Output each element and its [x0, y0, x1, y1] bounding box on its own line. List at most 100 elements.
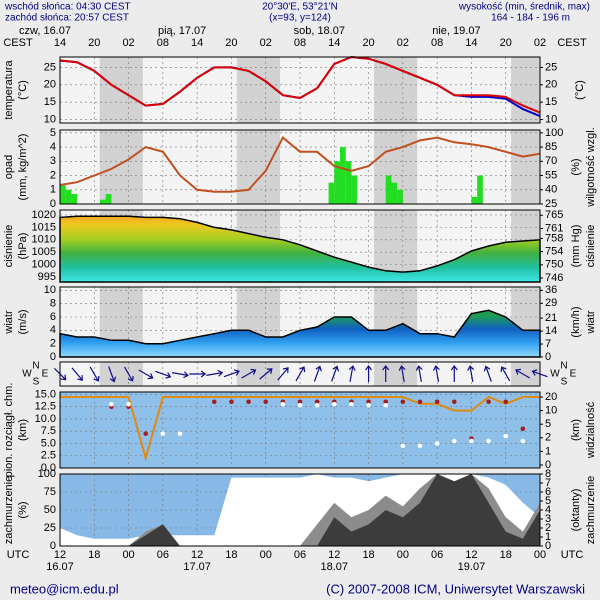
- cest-tick-label: 20: [88, 37, 100, 49]
- y-axis-unit: (hPa): [17, 233, 29, 260]
- wind-arrow: [108, 366, 117, 383]
- y-tick-label: 10: [44, 284, 56, 296]
- y-tick-label: 1010: [32, 234, 56, 246]
- cest-tick-label: 02: [260, 37, 272, 49]
- y2-tick-label: 10: [545, 113, 557, 125]
- y-tick-label: 4: [50, 324, 56, 336]
- compass-letter: N: [32, 361, 39, 372]
- y2-tick-label: 7: [545, 338, 551, 350]
- y2-tick-label: 21: [545, 312, 557, 324]
- dot: [160, 431, 166, 436]
- cest-tick-label: 08: [294, 37, 306, 49]
- y-axis-unit: (%): [17, 501, 29, 518]
- y-tick-label: 10: [44, 113, 56, 125]
- bar: [328, 182, 335, 204]
- cest-tick-label: 08: [431, 37, 443, 49]
- bar: [477, 175, 483, 204]
- line: [59, 55, 541, 114]
- wind-arrow: [189, 370, 207, 378]
- y2-tick-label: 765: [545, 209, 563, 221]
- wind-arrow: [259, 368, 273, 380]
- bar: [340, 147, 346, 204]
- wind-arrow: [241, 368, 257, 379]
- night-stripe: [511, 362, 540, 386]
- compass-letter: N: [560, 361, 567, 372]
- y-axis-unit: (°C): [17, 80, 29, 100]
- y2-axis-unit: (km/h): [570, 306, 582, 337]
- y2-tick-label: 0: [545, 459, 551, 471]
- utc-tick-label: 12: [465, 549, 477, 561]
- dot: [109, 401, 114, 407]
- y2-axis-unit: (°C): [574, 80, 586, 100]
- wind-arrow: [206, 369, 224, 377]
- date-label: 18.07: [321, 561, 349, 573]
- copyright: (C) 2007-2008 ICM, Uniwersytet Warszawsk…: [326, 581, 585, 596]
- utc-tick-label: 00: [397, 549, 409, 561]
- wind-arrow: [172, 371, 189, 379]
- night-stripe: [236, 130, 280, 204]
- y2-tick-label: 0: [545, 351, 551, 363]
- bar: [105, 194, 112, 204]
- bottom-axis-label: UTC: [561, 549, 584, 561]
- panel-border: [59, 56, 541, 124]
- y2-tick-label: 6: [545, 486, 551, 498]
- y2-tick-label: 746: [545, 272, 563, 284]
- sunrise: wschód słońca: 04:30 CEST: [4, 2, 131, 13]
- sunset: zachód słońca: 20:57 CEST: [5, 13, 129, 24]
- top-axis-label: CEST: [557, 37, 587, 49]
- y2-tick-label: 14: [545, 325, 557, 337]
- wind-arrow: [515, 368, 531, 379]
- y2-tick-label: 20: [545, 79, 557, 91]
- wind-arrow: [223, 369, 240, 378]
- y-tick-label: 15: [44, 96, 56, 108]
- y2-tick-label: 750: [545, 259, 563, 271]
- y-tick-label: 2.5: [41, 450, 56, 462]
- dot: [366, 399, 371, 405]
- cest-tick-label: 08: [157, 37, 169, 49]
- y2-tick-label: 754: [545, 246, 563, 258]
- y-tick-label: 1: [50, 184, 56, 196]
- y2-axis-name: zachmurzenie: [585, 476, 597, 544]
- compass-letter: S: [33, 377, 40, 388]
- wind-arrow: [124, 366, 134, 382]
- wind-arrow: [295, 366, 306, 382]
- bar: [471, 196, 478, 204]
- dot: [520, 426, 526, 432]
- dot: [520, 438, 526, 444]
- dot: [451, 438, 457, 444]
- dot: [400, 443, 406, 449]
- dot: [400, 399, 406, 405]
- y-axis-unit: (km): [17, 419, 29, 441]
- wind-arrow: [483, 365, 492, 382]
- date-label: 19.07: [458, 561, 486, 573]
- dot: [229, 399, 234, 405]
- y-tick-label: 25: [44, 522, 56, 534]
- y-tick-label: 4: [50, 141, 56, 153]
- y-tick-label: 75: [44, 486, 56, 498]
- bar: [397, 189, 403, 204]
- utc-tick-label: 12: [54, 549, 66, 561]
- y2-tick-label: 758: [545, 232, 563, 244]
- y-tick-label: 0: [50, 198, 56, 210]
- y-tick-label: 1000: [32, 259, 56, 271]
- y-tick-label: 3: [50, 155, 56, 167]
- y2-tick-label: 15: [545, 96, 557, 108]
- y-tick-label: 25: [44, 61, 56, 73]
- bar: [351, 175, 358, 204]
- wind-arrow: [277, 367, 289, 381]
- bar: [334, 161, 340, 204]
- bar: [391, 182, 398, 204]
- utc-tick-label: 18: [225, 549, 237, 561]
- y2-axis-name: wilgotność wzgl.: [585, 127, 597, 207]
- dot: [314, 399, 320, 405]
- dot: [143, 431, 149, 436]
- dot: [297, 399, 303, 405]
- compass-letter: E: [570, 369, 577, 380]
- area: [59, 309, 541, 358]
- grid-point: (x=93, y=124): [269, 13, 331, 24]
- compass-letter: E: [42, 369, 49, 380]
- wind-arrow: [398, 365, 406, 382]
- y-tick-label: 0: [50, 540, 56, 552]
- cest-tick-label: 14: [328, 37, 340, 49]
